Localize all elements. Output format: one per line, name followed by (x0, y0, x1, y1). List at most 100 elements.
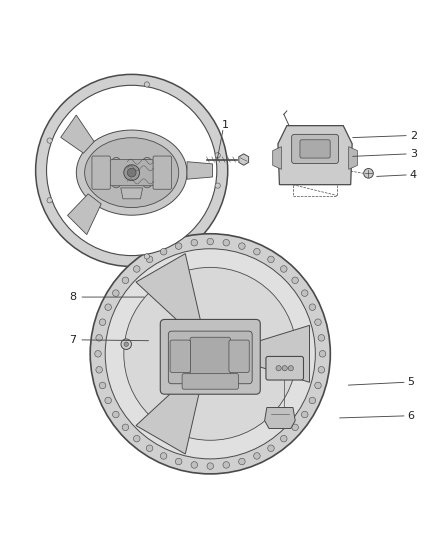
Circle shape (160, 248, 167, 255)
FancyBboxPatch shape (110, 159, 153, 185)
Circle shape (160, 453, 167, 459)
Circle shape (96, 367, 102, 373)
Text: 5: 5 (408, 377, 415, 387)
Circle shape (191, 239, 198, 246)
Circle shape (254, 248, 260, 255)
Polygon shape (239, 154, 249, 165)
Circle shape (315, 382, 321, 389)
Circle shape (318, 335, 325, 341)
Circle shape (35, 75, 228, 266)
FancyBboxPatch shape (190, 337, 230, 375)
Circle shape (207, 238, 214, 245)
Circle shape (309, 304, 316, 310)
FancyBboxPatch shape (292, 134, 339, 164)
Circle shape (143, 179, 152, 188)
Circle shape (280, 266, 287, 272)
Circle shape (276, 366, 281, 371)
Polygon shape (121, 188, 143, 199)
Circle shape (319, 351, 326, 357)
Polygon shape (136, 254, 203, 336)
Circle shape (47, 198, 52, 203)
Circle shape (301, 411, 308, 418)
FancyBboxPatch shape (92, 156, 110, 189)
Circle shape (144, 82, 149, 87)
Circle shape (309, 397, 316, 403)
Circle shape (124, 342, 128, 346)
Circle shape (215, 152, 220, 158)
Ellipse shape (76, 130, 187, 215)
Circle shape (223, 239, 230, 246)
Circle shape (124, 268, 297, 440)
Circle shape (144, 254, 149, 259)
Circle shape (292, 424, 298, 431)
Polygon shape (234, 325, 310, 382)
Circle shape (215, 183, 220, 188)
Circle shape (280, 435, 287, 442)
FancyBboxPatch shape (182, 374, 238, 389)
Circle shape (318, 367, 325, 373)
Circle shape (121, 339, 131, 350)
Circle shape (268, 445, 274, 451)
Circle shape (122, 424, 129, 431)
Circle shape (90, 234, 330, 474)
Circle shape (134, 435, 140, 442)
Circle shape (47, 138, 52, 143)
FancyBboxPatch shape (229, 340, 249, 373)
Circle shape (95, 351, 101, 357)
Circle shape (127, 168, 136, 177)
Text: 4: 4 (410, 170, 417, 180)
Circle shape (146, 445, 153, 451)
Text: 3: 3 (410, 149, 417, 159)
Text: 7: 7 (69, 335, 76, 345)
Circle shape (113, 290, 119, 296)
Circle shape (105, 397, 111, 403)
Circle shape (105, 304, 111, 310)
Circle shape (112, 179, 120, 188)
Text: 2: 2 (410, 131, 417, 141)
Polygon shape (136, 372, 203, 454)
Circle shape (96, 335, 102, 341)
FancyBboxPatch shape (153, 156, 171, 189)
Polygon shape (273, 147, 282, 169)
Circle shape (207, 463, 214, 470)
Circle shape (99, 319, 106, 326)
Circle shape (282, 366, 287, 371)
Polygon shape (349, 147, 357, 169)
FancyBboxPatch shape (170, 340, 191, 373)
Circle shape (134, 266, 140, 272)
Polygon shape (187, 161, 212, 179)
Circle shape (113, 411, 119, 418)
Polygon shape (67, 194, 101, 235)
Polygon shape (278, 126, 352, 184)
Circle shape (175, 458, 182, 465)
Circle shape (143, 157, 152, 166)
Circle shape (124, 165, 140, 181)
Circle shape (292, 277, 298, 284)
Circle shape (239, 458, 245, 465)
Circle shape (105, 249, 315, 459)
Circle shape (99, 382, 106, 389)
Text: 8: 8 (69, 292, 76, 302)
FancyBboxPatch shape (300, 140, 330, 158)
Polygon shape (265, 408, 295, 429)
Circle shape (288, 366, 293, 371)
FancyBboxPatch shape (160, 319, 260, 394)
Circle shape (268, 256, 274, 263)
Circle shape (364, 168, 373, 178)
Circle shape (191, 462, 198, 468)
Text: 6: 6 (408, 411, 415, 421)
Circle shape (122, 277, 129, 284)
Circle shape (46, 85, 217, 256)
Circle shape (301, 290, 308, 296)
Text: 1: 1 (222, 119, 229, 130)
FancyBboxPatch shape (266, 357, 304, 380)
Circle shape (175, 243, 182, 249)
Circle shape (315, 319, 321, 326)
Circle shape (146, 256, 153, 263)
FancyBboxPatch shape (168, 331, 252, 384)
Circle shape (112, 157, 120, 166)
Ellipse shape (85, 138, 179, 207)
Circle shape (254, 453, 260, 459)
Polygon shape (61, 115, 94, 153)
Circle shape (223, 462, 230, 468)
